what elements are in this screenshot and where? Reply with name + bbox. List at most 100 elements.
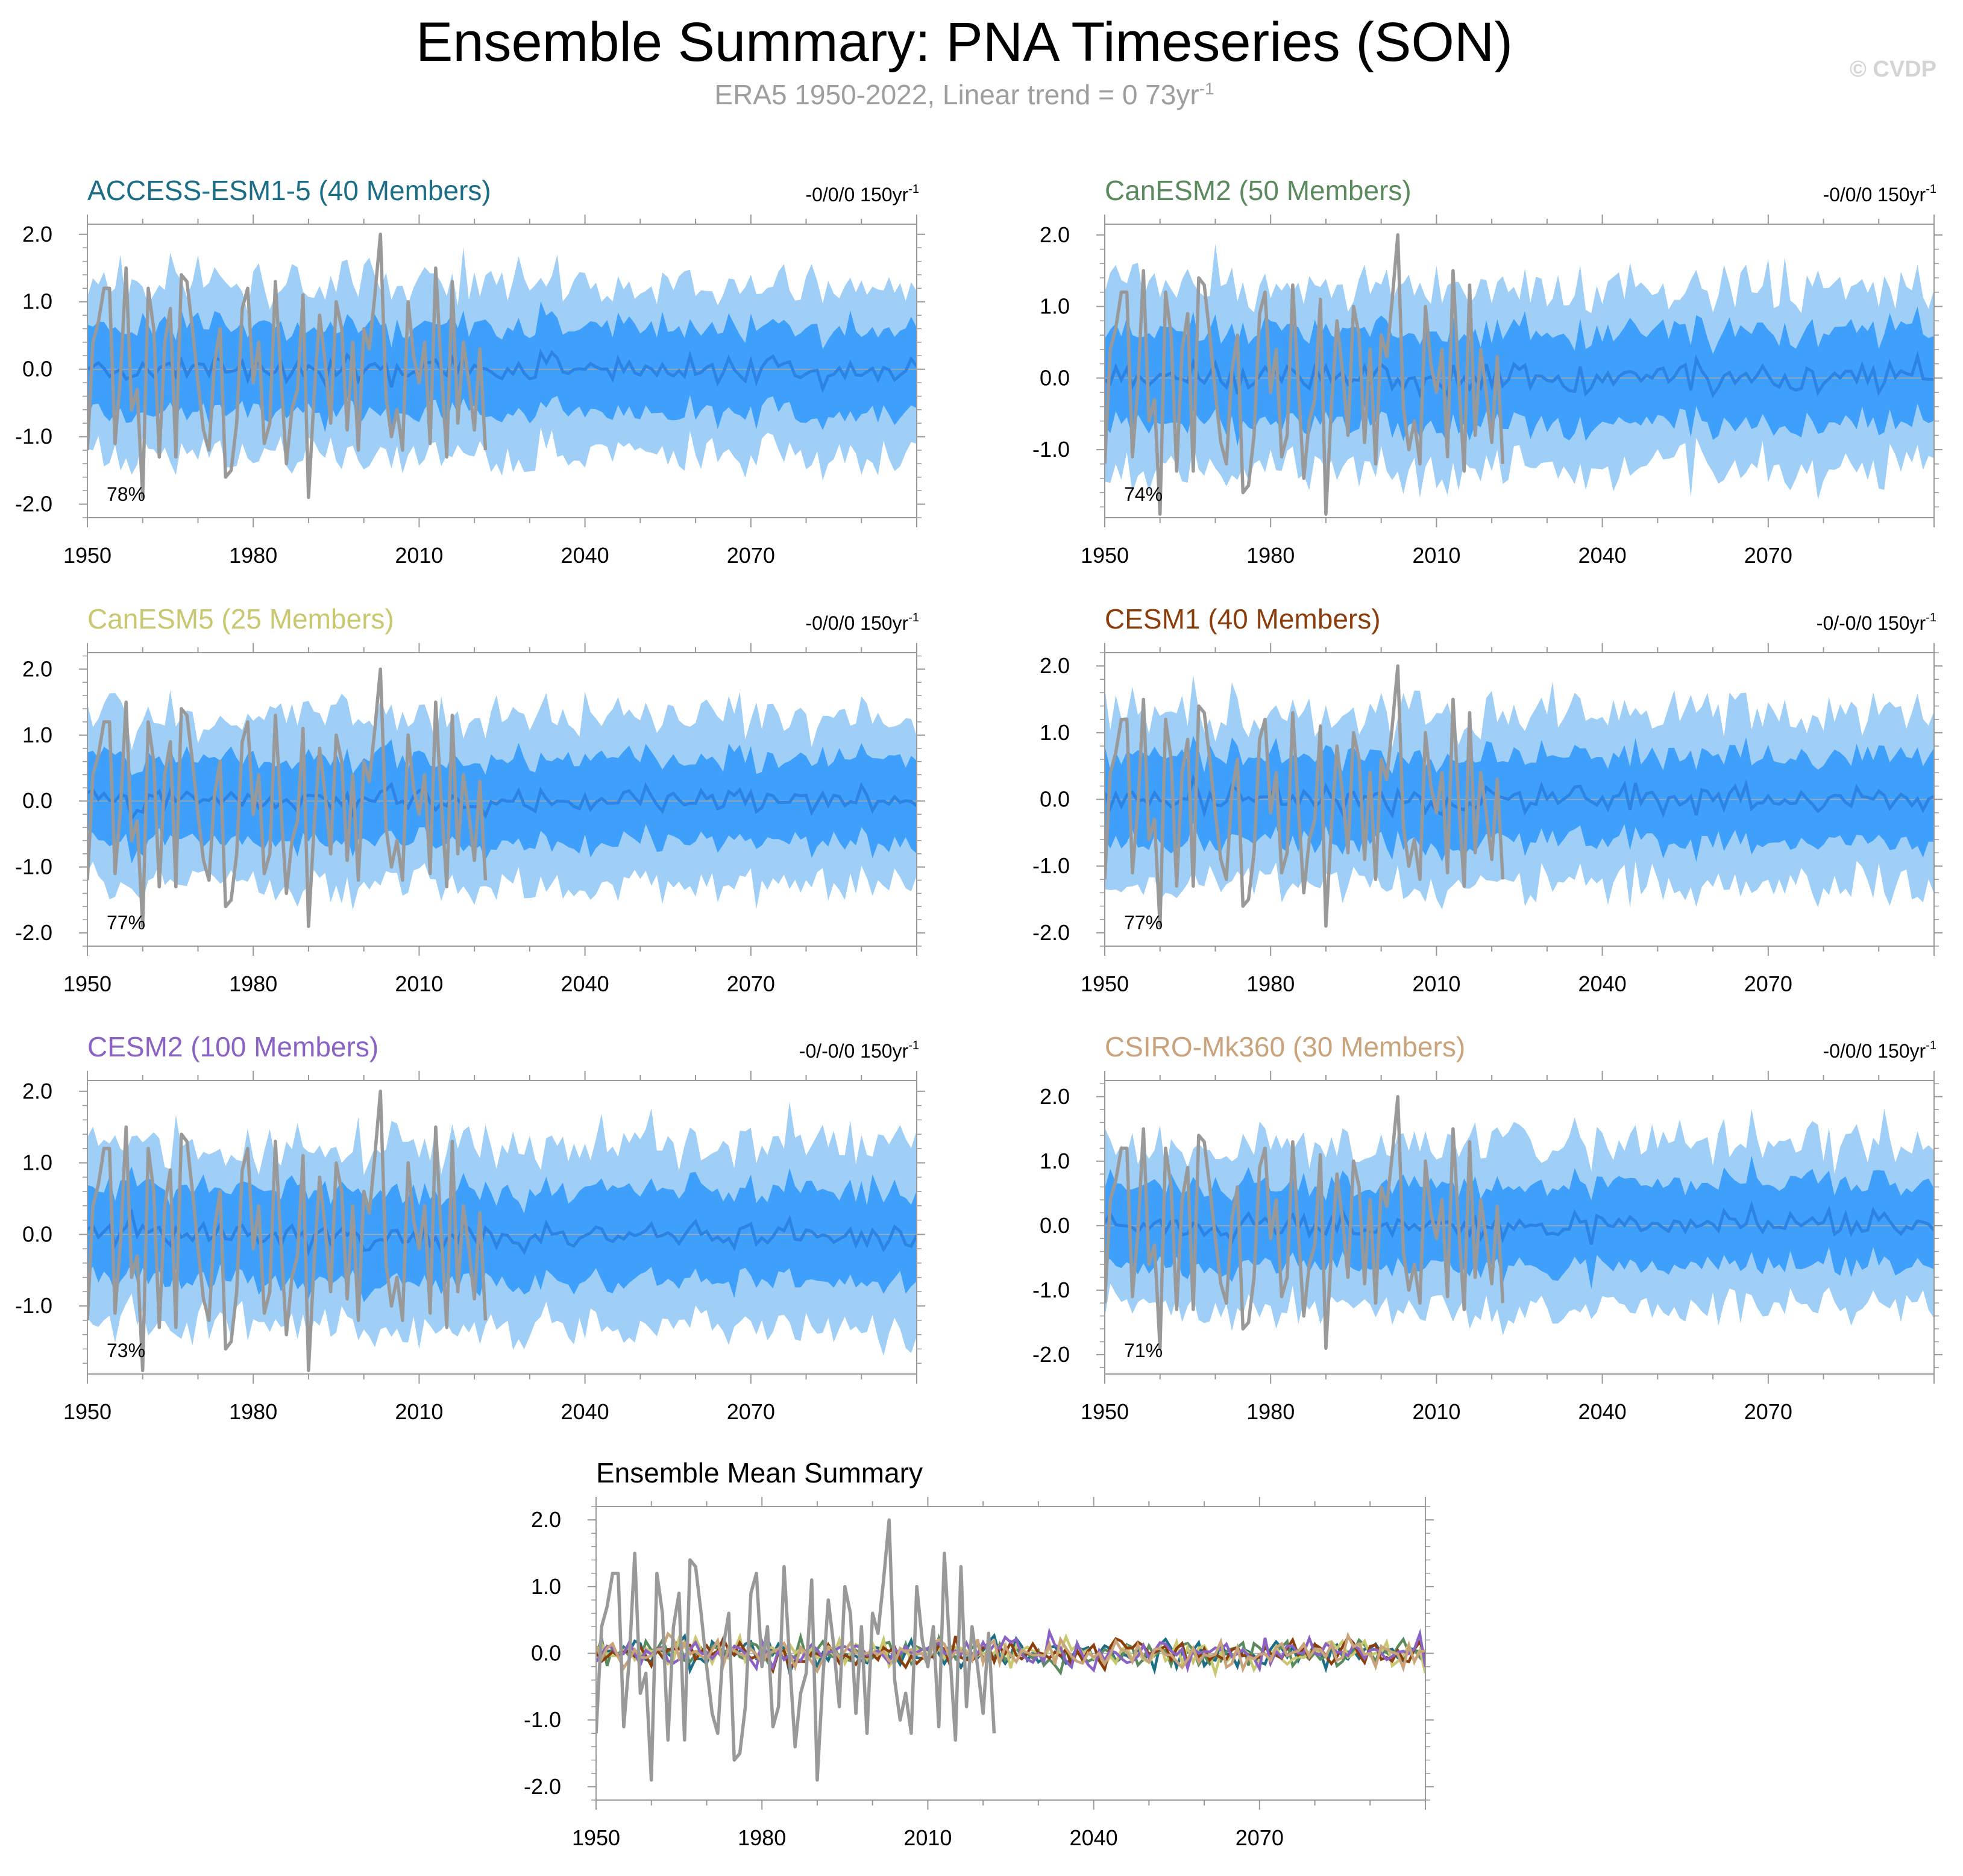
y-tick-label: -1.0	[1032, 853, 1070, 878]
x-tick-label: 2070	[1744, 543, 1792, 568]
ensemble-mean-line	[1105, 350, 1934, 399]
y-tick-label: 2.0	[1040, 1084, 1070, 1109]
x-tick-label: 2010	[395, 543, 443, 568]
x-tick-label: 1980	[1246, 1399, 1295, 1424]
x-tick-label: 2010	[1412, 543, 1460, 568]
x-tick-label: 1980	[1246, 543, 1295, 568]
era5-observation-line	[1105, 233, 1505, 516]
y-tick-label: -2.0	[1032, 920, 1070, 945]
trend-label: -0/0/0 150yr-1	[805, 183, 919, 205]
trend-label-text: -0/0/0 150yr	[805, 612, 908, 634]
y-tick-label: 1.0	[22, 723, 52, 747]
y-tick-label: -1.0	[15, 855, 52, 879]
percent-label: 77%	[1124, 912, 1163, 933]
y-tick-label: 1.0	[22, 1150, 52, 1175]
y-tick-label: -2.0	[15, 492, 52, 516]
percent-label: 78%	[107, 483, 145, 505]
chart-panel-4: CESM1 (40 Members) -0/-0/0 150yr-1 -2.0 -1.…	[1032, 603, 1943, 996]
x-tick-label: 1980	[229, 543, 277, 568]
x-tick-label: 2070	[1236, 1825, 1284, 1850]
chart-panel-6: CSIRO-Mk360 (30 Members) -0/0/0 150yr-1 -2…	[1032, 1031, 1943, 1424]
y-tick-label: -1.0	[15, 424, 52, 449]
y-tick-label: 1.0	[1040, 294, 1070, 319]
chart-title: CESM2 (100 Members)	[87, 1031, 378, 1062]
trend-label-text: -0/-0/0 150yr	[799, 1040, 909, 1062]
y-tick-label: 1.0	[22, 289, 52, 314]
y-tick-label: 0.0	[1040, 365, 1070, 390]
x-tick-label: 2070	[727, 971, 775, 996]
era5-observation-line	[1105, 664, 1505, 928]
trend-label-text: -0/0/0 150yr	[1823, 184, 1926, 205]
chart-plot-area	[1105, 664, 1934, 928]
trend-label-superscript: -1	[1926, 611, 1936, 624]
ensemble-mean-line	[87, 1208, 917, 1256]
x-tick-label: 2040	[1578, 543, 1627, 568]
y-tick-label: 1.0	[1040, 720, 1070, 745]
x-tick-label: 2010	[395, 1399, 443, 1424]
y-tick-label: 2.0	[22, 656, 52, 681]
trend-label: -0/0/0 150yr-1	[805, 611, 919, 634]
y-tick-label: -1.0	[524, 1707, 561, 1732]
trend-label-superscript: -1	[908, 611, 919, 624]
chart-panel-7: Ensemble Mean Summary -2.0 -1.0 0.0 1.0 2.0 19…	[524, 1457, 1434, 1850]
chart-frame	[87, 652, 917, 947]
trend-label-text: -0/-0/0 150yr	[1817, 612, 1926, 634]
x-tick-label: 2070	[1744, 1399, 1792, 1424]
chart-plot-area	[87, 667, 917, 928]
x-tick-label: 2040	[1578, 1399, 1627, 1424]
y-tick-label: 0.0	[22, 1222, 52, 1246]
ensemble-mean-line	[87, 348, 917, 394]
x-tick-label: 2040	[561, 1399, 609, 1424]
x-tick-label: 2010	[1412, 971, 1460, 996]
x-tick-label: 2040	[1578, 971, 1627, 996]
trend-label: -0/0/0 150yr-1	[1823, 1039, 1936, 1062]
percent-label: 71%	[1124, 1340, 1163, 1361]
x-tick-label: 1980	[1246, 971, 1295, 996]
x-tick-label: 2010	[1412, 1399, 1460, 1424]
chart-title: Ensemble Mean Summary	[596, 1457, 923, 1489]
chart-frame	[1104, 224, 1935, 518]
model-mean-line	[596, 1631, 1425, 1674]
chart-title: ACCESS-ESM1-5 (40 Members)	[87, 175, 491, 206]
era5-observation-line	[596, 1518, 996, 1782]
x-tick-label: 2010	[903, 1825, 952, 1850]
trend-label: -0/-0/0 150yr-1	[1817, 611, 1936, 634]
x-tick-label: 1980	[229, 1399, 277, 1424]
chart-plot-area	[596, 1518, 1425, 1782]
x-tick-label: 2040	[1070, 1825, 1118, 1850]
chart-plot-area	[1105, 233, 1934, 516]
chart-title: CanESM5 (25 Members)	[87, 603, 394, 635]
percent-label: 77%	[107, 912, 145, 933]
x-tick-label: 1980	[738, 1825, 786, 1850]
percent-label: 73%	[107, 1340, 145, 1361]
y-tick-label: -1.0	[1032, 437, 1070, 462]
x-tick-label: 2070	[727, 1399, 775, 1424]
y-tick-label: 0.0	[531, 1641, 561, 1666]
subtitle-text: ERA5 1950-2022, Linear trend = 0 73yr	[714, 79, 1199, 110]
y-tick-label: 1.0	[531, 1574, 561, 1599]
ensemble-mean-line	[1105, 774, 1934, 819]
chart-panel-1: ACCESS-ESM1-5 (40 Members) -0/0/0 150yr-1…	[15, 175, 925, 568]
y-tick-label: 0.0	[1040, 1213, 1070, 1238]
trend-label-text: -0/0/0 150yr	[805, 184, 908, 205]
chart-plot-area	[87, 1090, 917, 1372]
y-tick-label: 2.0	[22, 1079, 52, 1103]
x-tick-label: 1980	[229, 971, 277, 996]
y-tick-label: -1.0	[1032, 1278, 1070, 1302]
x-tick-label: 2070	[1744, 971, 1792, 996]
percent-label: 74%	[1124, 483, 1163, 505]
x-tick-label: 1950	[63, 971, 111, 996]
x-tick-label: 1950	[1081, 971, 1129, 996]
chart-plot-area	[1105, 1095, 1934, 1350]
y-tick-label: -1.0	[15, 1293, 52, 1318]
trend-label-text: -0/0/0 150yr	[1823, 1040, 1926, 1062]
era5-observation-line	[87, 1090, 488, 1372]
trend-label: -0/0/0 150yr-1	[1823, 183, 1936, 205]
cvdp-watermark: © CVDP	[1849, 57, 1936, 82]
y-tick-label: 0.0	[1040, 787, 1070, 812]
y-tick-label: -2.0	[1032, 1342, 1070, 1367]
y-tick-label: -2.0	[15, 920, 52, 945]
chart-title: CanESM2 (50 Members)	[1105, 175, 1412, 206]
y-tick-label: 2.0	[1040, 653, 1070, 678]
